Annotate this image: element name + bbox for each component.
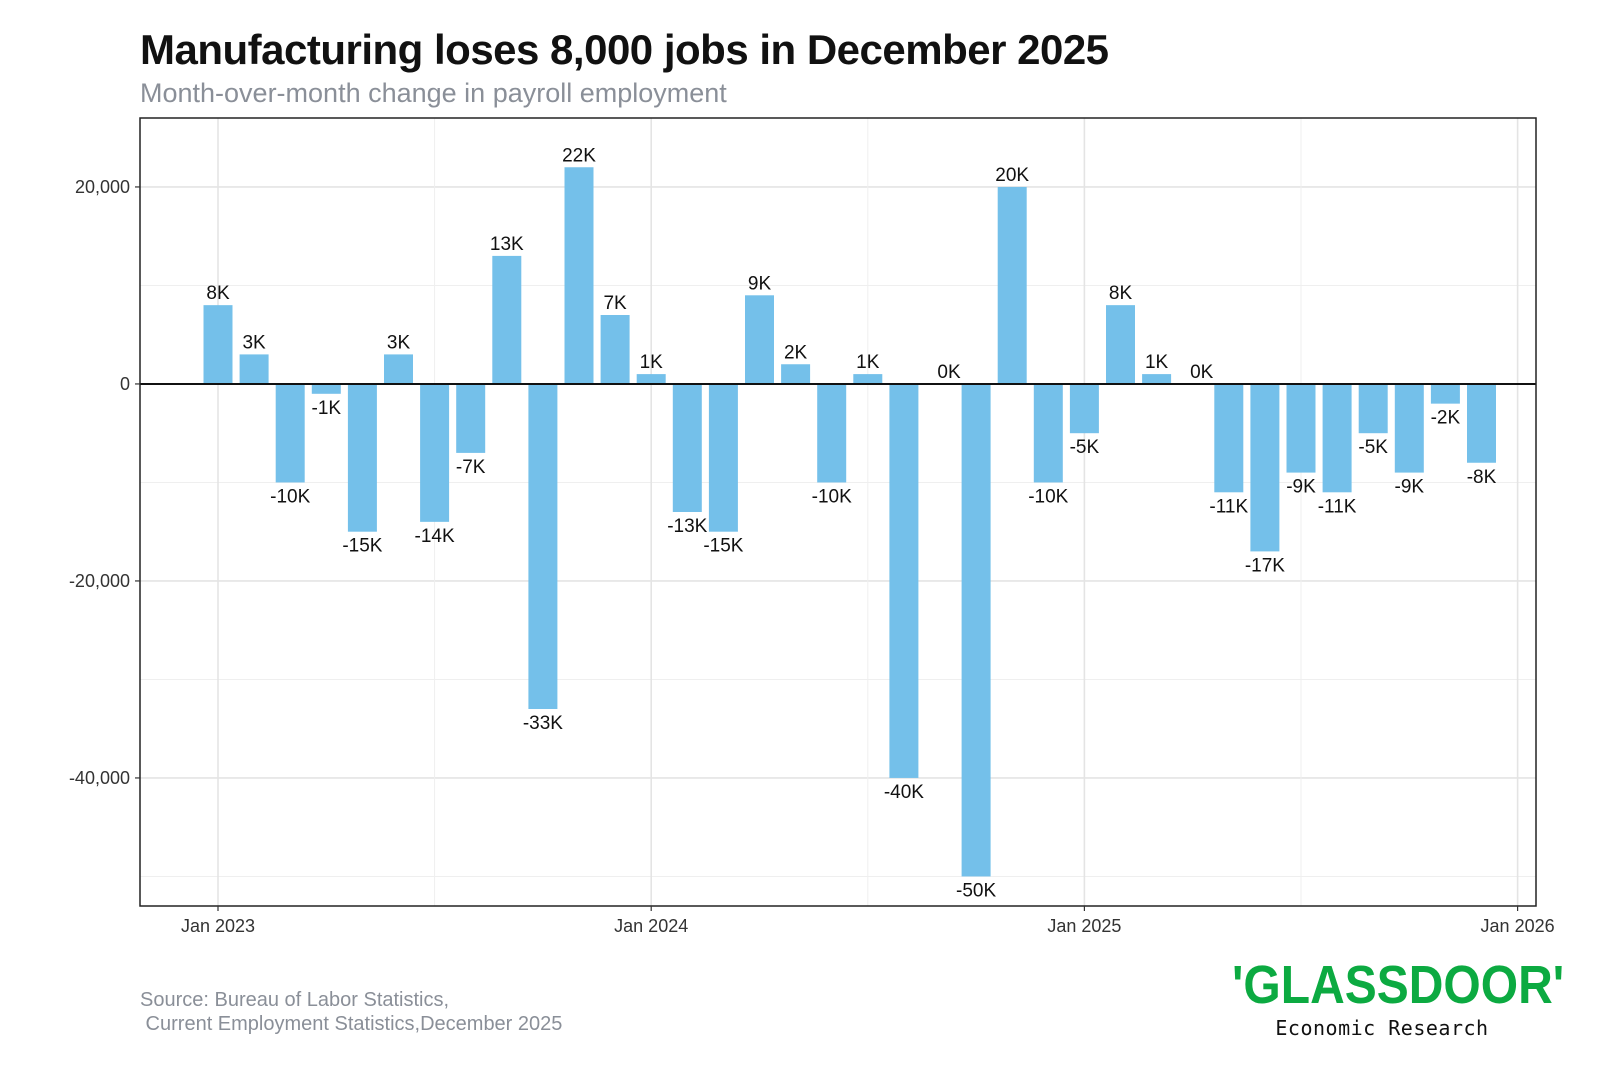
data-label: 13K bbox=[490, 234, 524, 255]
source-line-2: Current Employment Statistics,December 2… bbox=[140, 1013, 563, 1035]
bar-apr-2024 bbox=[745, 295, 774, 384]
source-note: Source: Bureau of Labor Statistics, Curr… bbox=[140, 988, 562, 1036]
data-label: 1K bbox=[640, 352, 664, 373]
data-label: -10K bbox=[812, 486, 852, 507]
bar-jan-2025 bbox=[1069, 383, 1099, 434]
data-label: -10K bbox=[270, 486, 310, 507]
data-label: -7K bbox=[456, 457, 486, 478]
data-label: -17K bbox=[1245, 555, 1285, 576]
data-label: -1K bbox=[312, 398, 342, 419]
data-label: 22K bbox=[562, 145, 596, 166]
y-tick-label: 20,000 bbox=[75, 177, 130, 197]
bar-feb-2024 bbox=[672, 383, 702, 512]
bar-feb-2023 bbox=[239, 354, 269, 384]
data-label: 1K bbox=[1145, 352, 1169, 373]
data-label: -15K bbox=[703, 536, 743, 557]
data-label: -14K bbox=[415, 526, 455, 547]
data-label: 20K bbox=[995, 165, 1029, 186]
bar-jun-2025 bbox=[1250, 383, 1280, 552]
logo-tagline: Economic Research bbox=[1275, 1016, 1489, 1040]
data-label: -9K bbox=[1395, 477, 1425, 498]
data-label: -11K bbox=[1318, 496, 1357, 517]
bar-may-2024 bbox=[781, 364, 811, 384]
bar-mar-2025 bbox=[1142, 374, 1172, 384]
bar-jul-2025 bbox=[1286, 383, 1316, 473]
bar-jan-2023 bbox=[203, 305, 233, 384]
data-label: -50K bbox=[956, 880, 996, 901]
bar-mar-2024 bbox=[708, 383, 738, 532]
bar-jun-2024 bbox=[817, 383, 847, 483]
logo-wordmark: 'GLASSDOOR' bbox=[1232, 955, 1565, 1016]
data-label: -33K bbox=[523, 713, 563, 734]
data-label: -2K bbox=[1431, 408, 1461, 429]
bar-aug-2025 bbox=[1322, 383, 1352, 493]
data-label: -11K bbox=[1209, 496, 1248, 517]
bar-nov-2023 bbox=[564, 167, 594, 384]
data-label: 8K bbox=[1109, 283, 1133, 304]
data-label: -5K bbox=[1070, 437, 1100, 458]
y-tick-label: -40,000 bbox=[69, 768, 130, 788]
bar-dec-2025 bbox=[1467, 383, 1496, 463]
bar-oct-2023 bbox=[528, 383, 558, 709]
bar-aug-2024 bbox=[889, 383, 919, 778]
data-label: -15K bbox=[342, 536, 382, 557]
x-tick-label: Jan 2026 bbox=[1481, 916, 1555, 936]
data-label: 3K bbox=[387, 332, 411, 353]
x-tick-label: Jan 2025 bbox=[1047, 916, 1121, 936]
data-label: 3K bbox=[242, 332, 266, 353]
data-label: 8K bbox=[206, 283, 230, 304]
source-line-1: Source: Bureau of Labor Statistics, bbox=[140, 989, 450, 1011]
bar-nov-2025 bbox=[1430, 383, 1460, 404]
x-tick-label: Jan 2023 bbox=[181, 916, 255, 936]
chart-title: Manufacturing loses 8,000 jobs in Decemb… bbox=[140, 26, 1109, 73]
data-label: -40K bbox=[884, 782, 924, 803]
bar-mar-2023 bbox=[275, 383, 305, 483]
bar-apr-2023 bbox=[311, 383, 341, 394]
data-label: 0K bbox=[1190, 362, 1214, 383]
bar-jan-2024 bbox=[636, 374, 666, 384]
plot-border bbox=[139, 117, 1537, 907]
bar-aug-2023 bbox=[456, 383, 486, 453]
bar-may-2025 bbox=[1214, 383, 1244, 493]
data-label: -8K bbox=[1467, 467, 1497, 488]
x-tick-label: Jan 2024 bbox=[614, 916, 688, 936]
bar-oct-2025 bbox=[1394, 383, 1424, 473]
bar-jul-2024 bbox=[853, 374, 883, 384]
chart-subtitle: Month-over-month change in payroll emplo… bbox=[140, 78, 727, 108]
y-tick-label: 0 bbox=[120, 374, 130, 394]
bar-jun-2023 bbox=[384, 354, 413, 384]
data-label: -13K bbox=[667, 516, 707, 537]
bar-may-2023 bbox=[347, 383, 377, 532]
y-tick-label: -20,000 bbox=[69, 571, 130, 591]
data-label: 9K bbox=[748, 273, 772, 294]
data-label: 2K bbox=[784, 342, 808, 363]
data-label: 0K bbox=[937, 362, 961, 383]
bar-oct-2024 bbox=[961, 383, 991, 877]
data-label: -10K bbox=[1028, 486, 1068, 507]
bar-sep-2023 bbox=[492, 255, 522, 384]
bar-jul-2023 bbox=[420, 383, 450, 522]
bar-sep-2025 bbox=[1358, 383, 1388, 434]
data-label: 7K bbox=[603, 293, 627, 314]
bar-dec-2024 bbox=[1033, 383, 1063, 483]
data-label: 1K bbox=[856, 352, 880, 373]
bar-feb-2025 bbox=[1106, 305, 1135, 384]
data-label: -9K bbox=[1286, 477, 1316, 498]
bar-chart: 8K 3K -10K -1K -15K 3K -14K -7K 13K -33K 22K 7K 1K -1… bbox=[69, 117, 1555, 936]
data-label: -5K bbox=[1358, 437, 1388, 458]
glassdoor-logo: 'GLASSDOOR' Economic Research bbox=[1232, 956, 1564, 1040]
bar-nov-2024 bbox=[997, 186, 1027, 384]
bar-dec-2023 bbox=[600, 315, 630, 384]
